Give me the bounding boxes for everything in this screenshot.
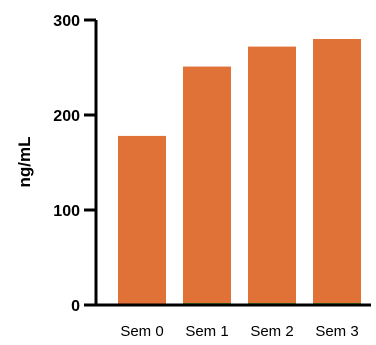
- bar-sem-2: [248, 46, 296, 305]
- y-ticks-group: 0 100 200 300: [53, 13, 96, 315]
- y-tick-label-0: 0: [71, 298, 80, 315]
- bar-sem-0: [118, 135, 166, 305]
- y-tick-label-100: 100: [53, 203, 80, 220]
- y-axis-label: ng/mL: [15, 137, 34, 188]
- y-tick-label-300: 300: [53, 13, 80, 30]
- x-ticks-group: Sem 0 Sem 1 Sem 2 Sem 3: [120, 323, 358, 340]
- bar-sem-3: [313, 39, 361, 305]
- x-tick-label-sem-0: Sem 0: [120, 323, 163, 340]
- y-tick-label-200: 200: [53, 108, 80, 125]
- bar-sem-1: [183, 66, 231, 305]
- x-tick-label-sem-3: Sem 3: [315, 323, 358, 340]
- axes-group: [94, 20, 371, 307]
- x-tick-label-sem-2: Sem 2: [250, 323, 293, 340]
- x-tick-label-sem-1: Sem 1: [185, 323, 228, 340]
- bars-group: [118, 39, 361, 305]
